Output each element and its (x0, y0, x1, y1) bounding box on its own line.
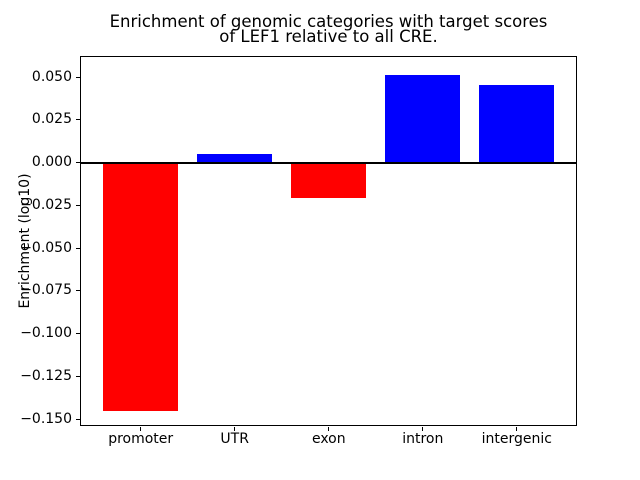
x-tick-mark (140, 426, 142, 431)
y-tick-mark (76, 375, 80, 377)
y-tick-label: 0.050 (31, 68, 72, 85)
chart-title: Enrichment of genomic categories with ta… (80, 12, 577, 46)
x-tick-label-intron: intron (402, 431, 444, 447)
y-tick-mark (76, 290, 80, 292)
y-tick-label: −0.025 (20, 196, 72, 213)
y-tick-mark (76, 76, 80, 78)
y-tick-mark (76, 333, 80, 335)
chart-title-line1: Enrichment of genomic categories with ta… (109, 12, 548, 31)
x-tick-label-intergenic: intergenic (481, 431, 552, 447)
bar-exon (291, 162, 367, 199)
y-tick-label: −0.050 (20, 239, 72, 256)
y-tick-label: −0.125 (20, 367, 72, 384)
y-tick-label: −0.100 (20, 325, 72, 342)
x-tick-mark (422, 426, 424, 431)
y-tick-mark (76, 119, 80, 121)
y-tick-label: −0.150 (20, 410, 72, 427)
y-tick-mark (76, 418, 80, 420)
x-tick-label-UTR: UTR (220, 431, 249, 447)
x-tick-label-exon: exon (311, 431, 346, 447)
zero-line (80, 161, 577, 164)
bar-UTR (197, 154, 273, 163)
y-tick-mark (76, 204, 80, 206)
x-tick-mark (234, 426, 236, 431)
y-tick-label: 0.000 (31, 154, 72, 171)
bar-promoter (103, 162, 179, 412)
bar-intron (385, 75, 461, 163)
x-tick-mark (516, 426, 518, 431)
x-tick-mark (328, 426, 330, 431)
chart-title-line2: of LEF1 relative to all CRE. (219, 27, 438, 46)
y-tick-mark (76, 247, 80, 249)
y-tick-label: −0.075 (20, 282, 72, 299)
bar-intergenic (479, 85, 555, 163)
y-tick-mark (76, 162, 80, 164)
x-tick-label-promoter: promoter (108, 431, 174, 447)
y-tick-label: 0.025 (31, 111, 72, 128)
